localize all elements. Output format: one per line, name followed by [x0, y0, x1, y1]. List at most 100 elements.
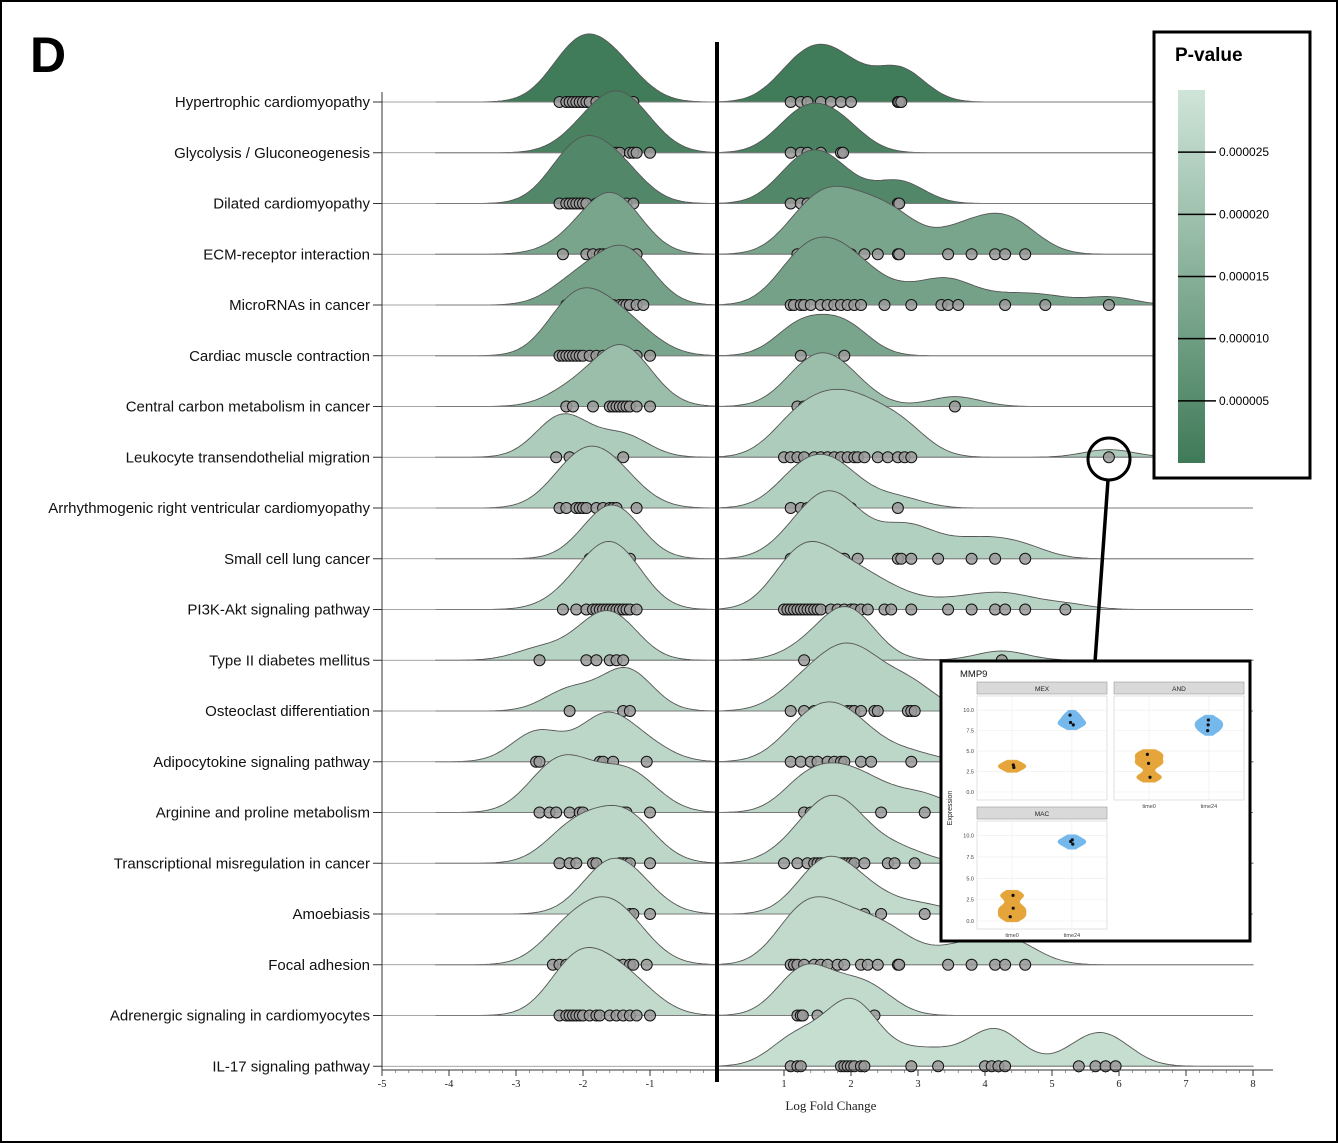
violin-point — [1071, 842, 1074, 845]
data-point — [645, 909, 656, 920]
ridge-9: Small cell lung cancer — [224, 491, 1253, 568]
data-point — [943, 300, 954, 311]
facet-plot-area — [977, 821, 1107, 929]
violin-point — [1072, 723, 1075, 726]
data-point — [1000, 300, 1011, 311]
data-point — [906, 300, 917, 311]
data-point — [557, 604, 568, 615]
data-point — [943, 959, 954, 970]
callout-connector-line — [1095, 480, 1108, 662]
x-tick-label: 3 — [915, 1079, 920, 1090]
data-point — [805, 300, 816, 311]
data-point — [889, 858, 900, 869]
violin-point — [1207, 718, 1210, 721]
data-point — [839, 959, 850, 970]
data-point — [906, 756, 917, 767]
violin-point — [1207, 723, 1210, 726]
data-point — [1020, 553, 1031, 564]
data-point — [906, 452, 917, 463]
data-point — [581, 655, 592, 666]
data-point — [779, 858, 790, 869]
x-tick-label: -1 — [646, 1079, 655, 1090]
facet-plot-area — [1114, 696, 1244, 800]
facet-x-tick-label: time0 — [1005, 933, 1018, 939]
pathway-label: Dilated cardiomyopathy — [213, 196, 370, 213]
facet-y-tick-label: 10.0 — [963, 834, 974, 840]
data-point — [943, 604, 954, 615]
data-point — [872, 452, 883, 463]
data-point — [859, 452, 870, 463]
data-point — [906, 604, 917, 615]
pathway-label: Adipocytokine signaling pathway — [153, 754, 370, 771]
x-tick-label: -2 — [579, 1079, 588, 1090]
inset-title: MMP9 — [960, 669, 987, 680]
violin-point — [1012, 763, 1015, 766]
data-point — [795, 756, 806, 767]
inset-y-label: Expression — [947, 791, 954, 826]
legend-tick-label: 0.000005 — [1219, 394, 1269, 408]
legend-box — [1154, 32, 1310, 478]
data-point — [879, 300, 890, 311]
ridge-density-neg-13 — [436, 712, 717, 762]
facet-y-tick-label: 5.0 — [966, 749, 974, 755]
facet-plot-area — [977, 696, 1107, 800]
x-tick-label: 8 — [1250, 1079, 1255, 1090]
data-point — [815, 604, 826, 615]
pathway-label: Glycolysis / Gluconeogenesis — [174, 145, 370, 162]
data-point — [561, 503, 572, 514]
pathway-label: Focal adhesion — [268, 957, 370, 974]
legend-tick-label: 0.000020 — [1219, 207, 1269, 221]
data-point — [785, 147, 796, 158]
x-tick-label: 4 — [982, 1079, 988, 1090]
data-point — [909, 858, 920, 869]
data-point — [795, 350, 806, 361]
x-tick-label: -4 — [445, 1079, 454, 1090]
data-point — [896, 553, 907, 564]
data-point — [1060, 604, 1071, 615]
data-point — [564, 706, 575, 717]
data-point — [785, 198, 796, 209]
data-point — [872, 249, 883, 260]
legend-tick-label: 0.000010 — [1219, 332, 1269, 346]
data-point — [838, 147, 849, 158]
data-point — [591, 655, 602, 666]
data-point — [554, 858, 565, 869]
pathway-label: Arginine and proline metabolism — [156, 805, 370, 822]
facet-x-tick-label: time0 — [1142, 804, 1155, 810]
data-point — [645, 807, 656, 818]
facet-mex: MEX 0.0 2.5 5.0 7.5 10.0 — [963, 682, 1107, 800]
pathway-label: PI3K-Akt signaling pathway — [187, 602, 370, 619]
ridge-0: Hypertrophic cardiomyopathy — [175, 34, 1253, 111]
data-point — [846, 97, 857, 108]
legend-tick-label: 0.000015 — [1219, 270, 1269, 284]
data-point — [872, 706, 883, 717]
facet-x-tick-label: time24 — [1064, 933, 1081, 939]
pathway-label: MicroRNAs in cancer — [229, 297, 370, 314]
facet-y-tick-label: 10.0 — [963, 708, 974, 714]
data-point — [534, 807, 545, 818]
pathway-label: ECM-receptor interaction — [203, 246, 370, 263]
data-point — [856, 300, 867, 311]
data-point — [645, 147, 656, 158]
violin-point — [1071, 838, 1074, 841]
mmp9-inset: MMP9 Expression MEX0.02.55.07.510.0ANDti… — [941, 661, 1250, 941]
data-point — [894, 249, 905, 260]
violin-point — [1011, 894, 1014, 897]
facet-mac: MAC0.02.55.07.510.0time0 time24 — [963, 807, 1107, 939]
data-point — [859, 858, 870, 869]
ridge-density-neg-14 — [436, 755, 717, 813]
data-point — [933, 553, 944, 564]
data-point — [641, 959, 652, 970]
data-point — [1020, 604, 1031, 615]
data-point — [564, 807, 575, 818]
data-point — [624, 706, 635, 717]
pathway-label: Hypertrophic cardiomyopathy — [175, 94, 371, 111]
facet-and: AND time0 time24 — [1114, 682, 1244, 810]
data-point — [799, 655, 810, 666]
data-point — [990, 553, 1001, 564]
data-point — [645, 401, 656, 412]
violin-point — [1146, 753, 1149, 756]
data-point — [641, 756, 652, 767]
